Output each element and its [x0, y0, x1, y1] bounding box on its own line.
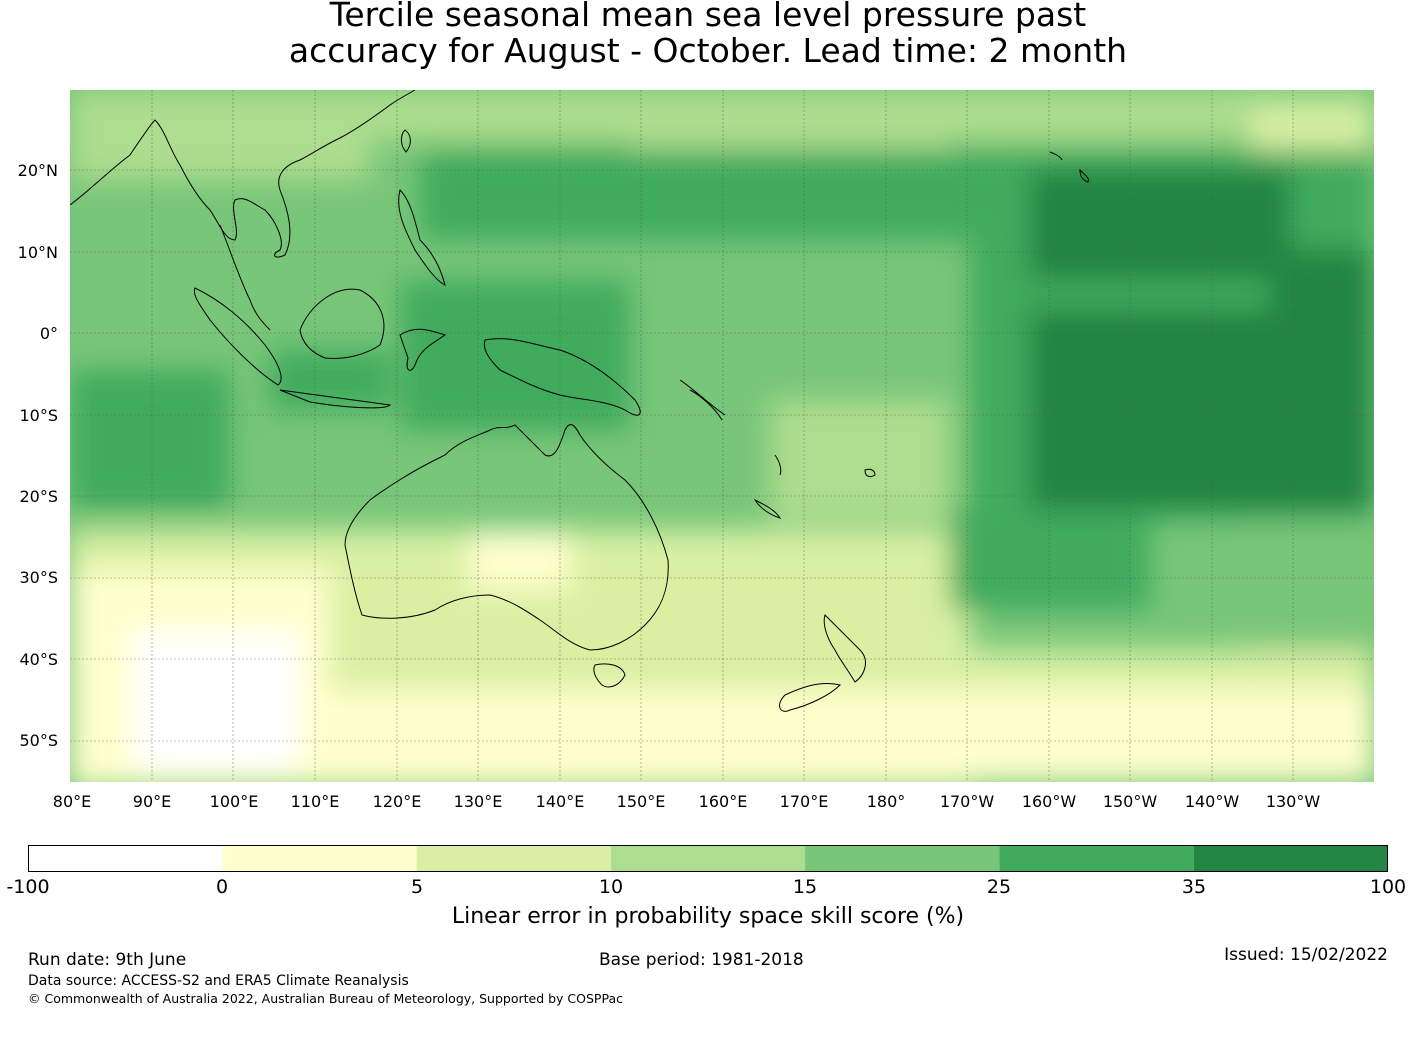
malay-peninsula [219, 224, 271, 331]
new-caledonia [753, 498, 782, 519]
lat-label-40s: 40°S [19, 650, 58, 669]
lon-label: 150°E [616, 792, 666, 811]
sumatra-coastline [193, 287, 282, 386]
chart-title-line2: accuracy for August - October. Lead time… [288, 31, 1128, 70]
colorbar-label: Linear error in probability space skill … [451, 904, 965, 929]
skill-score-map [70, 90, 1374, 782]
graticule [70, 90, 1374, 782]
colorbar-segment [1193, 845, 1388, 872]
lon-label: 160°W [1021, 792, 1077, 811]
solomon-islands [679, 379, 726, 421]
colorbar-segment [610, 845, 806, 872]
lon-label: 170°W [939, 792, 995, 811]
colorbar [28, 845, 1388, 872]
colorbar-tick: 35 [1181, 876, 1207, 898]
lat-label-50s: 50°S [19, 731, 58, 750]
new-guinea-coastline [483, 338, 641, 416]
lat-label-20s: 20°S [19, 487, 58, 506]
colorbar-tick: 100 [1369, 876, 1407, 898]
lat-label-0: 0° [39, 324, 58, 343]
sulawesi-coastline [399, 328, 447, 371]
lon-label: 130°E [453, 792, 503, 811]
new-zealand-south-island [779, 682, 841, 712]
lon-label: 100°E [209, 792, 259, 811]
lon-label: 140°W [1184, 792, 1240, 811]
skill-field [70, 90, 1374, 782]
colorbar-tick: 0 [215, 876, 229, 898]
lat-label-20n: 20°N [17, 161, 58, 180]
lon-label: 80°E [52, 792, 92, 811]
issued-date: Issued: 15/02/2022 [1224, 945, 1388, 965]
colorbar-tick: 5 [410, 876, 424, 898]
lon-label: 170°E [779, 792, 829, 811]
lon-label: 180° [866, 792, 906, 811]
copyright: © Commonwealth of Australia 2022, Austra… [28, 991, 623, 1006]
colorbar-segment [805, 845, 1000, 872]
lat-label-10s: 10°S [19, 406, 58, 425]
lon-label: 110°E [290, 792, 340, 811]
map-svg [70, 90, 1374, 782]
new-zealand-north-island [823, 614, 866, 683]
colorbar-segment [999, 845, 1194, 872]
run-date: Run date: 9th June [28, 950, 187, 970]
philippines-coastline [398, 189, 446, 286]
colorbar-segment [28, 845, 223, 872]
lat-label-30s: 30°S [19, 568, 58, 587]
hawaii [1049, 151, 1089, 183]
lon-label: 140°E [535, 792, 585, 811]
lat-label-10n: 10°N [17, 243, 58, 262]
colorbar-tick: 10 [598, 876, 624, 898]
lon-label: 130°W [1265, 792, 1321, 811]
asia-coastline [70, 90, 416, 258]
taiwan-coastline [400, 129, 411, 153]
colorbar-segment [416, 845, 611, 872]
data-source: Data source: ACCESS-S2 and ERA5 Climate … [28, 973, 409, 989]
base-period: Base period: 1981-2018 [599, 950, 804, 970]
borneo-coastline [299, 288, 385, 359]
colorbar-tick: 15 [792, 876, 818, 898]
colorbar-segment [222, 845, 417, 872]
lon-label: 150°W [1102, 792, 1158, 811]
colorbar-tick: 25 [986, 876, 1012, 898]
vanuatu [774, 454, 782, 476]
fiji [864, 468, 876, 478]
lon-label: 160°E [698, 792, 748, 811]
java-coastline [279, 389, 392, 409]
colorbar-tick: -100 [6, 876, 50, 898]
tasmania-coastline [593, 663, 626, 688]
chart-title-line1: Tercile seasonal mean sea level pressure… [329, 0, 1087, 34]
australia-coastline [344, 424, 669, 651]
coastlines [70, 90, 1089, 712]
lon-label: 120°E [372, 792, 422, 811]
lon-label: 90°E [132, 792, 172, 811]
